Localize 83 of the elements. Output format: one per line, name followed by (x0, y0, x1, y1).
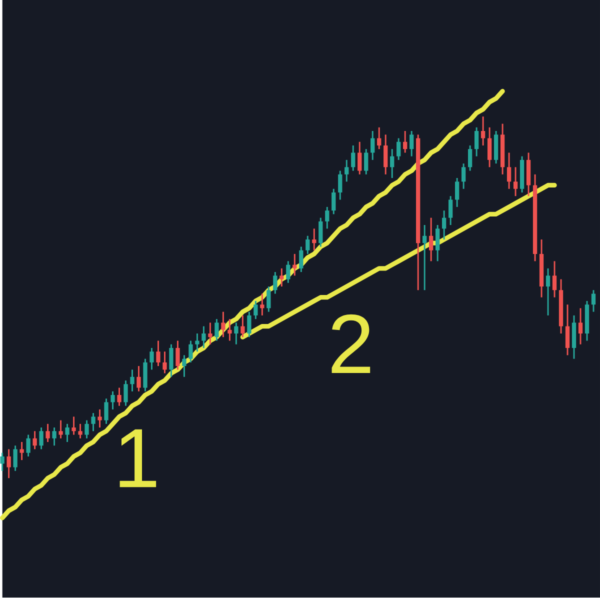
candlestick (442, 210, 446, 240)
candlestick (72, 416, 76, 436)
candlestick (403, 130, 408, 154)
candlestick (104, 398, 108, 425)
candlestick (0, 452, 4, 472)
candlestick (318, 217, 323, 248)
candlestick (358, 141, 362, 176)
candlestick (591, 290, 596, 313)
candlestick (429, 217, 434, 262)
candlestick (13, 445, 18, 472)
candlestick (312, 228, 316, 252)
candlestick (338, 170, 342, 201)
candlestick (325, 206, 330, 230)
candlestick (240, 314, 245, 338)
candlestick (110, 390, 115, 410)
candlestick (422, 224, 427, 291)
candlestick (52, 426, 56, 446)
candlestick (176, 340, 180, 371)
candlestick (546, 268, 550, 316)
candlestick (364, 148, 368, 176)
candlestick (136, 365, 141, 392)
candlestick (162, 350, 167, 374)
candlestick (344, 159, 349, 183)
candlestick (58, 420, 63, 440)
candlestick (461, 162, 466, 190)
candlestick (578, 308, 583, 346)
candlestick (208, 322, 212, 346)
candlestick (390, 148, 394, 179)
candlestick (332, 188, 336, 216)
candlestick (39, 426, 44, 450)
candlestick (513, 166, 518, 197)
candlestick (6, 448, 11, 480)
candlestick (124, 380, 128, 407)
candlestick (377, 126, 382, 150)
candlestick (454, 177, 460, 208)
candlestick (188, 340, 193, 364)
candlestick (84, 420, 89, 440)
candlestick (506, 152, 512, 190)
candlestick (410, 130, 414, 158)
candlestick (98, 408, 102, 428)
candlestick (299, 246, 304, 273)
candlestick (306, 235, 310, 255)
candlestick (214, 318, 219, 342)
candlestick (117, 387, 122, 407)
candlestick (384, 134, 388, 176)
candlestick (260, 293, 264, 316)
candlestick (254, 300, 258, 320)
candlestick (234, 322, 238, 346)
candlestick (396, 138, 401, 161)
candlestick (169, 344, 174, 378)
candlestick (156, 340, 160, 367)
candlestick (202, 326, 206, 349)
candlestick (150, 347, 154, 371)
candlestick (474, 126, 479, 158)
candlestick (182, 354, 186, 378)
candlestick (65, 423, 70, 443)
candlestick (26, 434, 30, 458)
candlestick (247, 311, 252, 338)
annotation: 1 (120, 430, 156, 488)
candlestick (468, 144, 472, 172)
candlestick (46, 423, 50, 443)
candlestick (565, 304, 570, 356)
candlestick (228, 318, 232, 342)
candlestick (286, 260, 290, 284)
candlestick (78, 423, 82, 440)
candlestick (480, 116, 486, 146)
candlestick (436, 224, 440, 262)
candlestick (91, 412, 96, 432)
candlestick (292, 253, 297, 277)
candlestick (273, 271, 278, 295)
annotation: 2 (332, 314, 370, 374)
candlestick (130, 369, 134, 392)
candlestick (552, 260, 557, 298)
candlestick (20, 441, 24, 461)
candlestick (448, 196, 453, 226)
candlestick (351, 144, 356, 172)
candlestick (221, 311, 226, 338)
candlestick (266, 286, 271, 313)
candlestick (195, 332, 200, 352)
candlestick (370, 130, 375, 161)
candlestick (280, 268, 284, 288)
candlestick (487, 126, 492, 168)
candlestick (32, 430, 37, 450)
